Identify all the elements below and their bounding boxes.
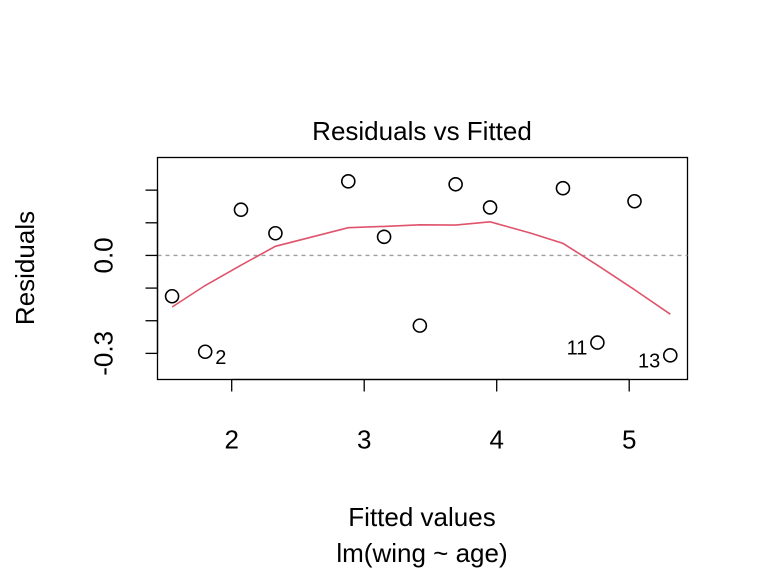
data-point-3 <box>233 202 249 218</box>
data-point-10 <box>555 180 571 196</box>
point-label-13: 13 <box>638 350 660 372</box>
y-axis-label: Residuals <box>10 211 40 325</box>
chart-title: Residuals vs Fitted <box>312 116 532 146</box>
x-tick-label-4: 4 <box>489 425 503 455</box>
data-point-9 <box>482 200 498 215</box>
y-tick-label-0: -0.3 <box>89 331 119 376</box>
points-layer <box>164 174 678 363</box>
x-tick-label-2: 2 <box>224 425 238 455</box>
plot-frame <box>156 156 689 381</box>
data-point-12 <box>627 193 642 209</box>
data-point-6 <box>376 229 392 245</box>
x-axis: 2 3 4 5 <box>224 378 636 455</box>
point-label-11: 11 <box>567 338 588 360</box>
data-point-4 <box>268 225 283 241</box>
data-point-8 <box>448 176 463 192</box>
point-labels-layer: 2 11 13 <box>215 338 660 373</box>
data-point-11 <box>590 335 605 350</box>
x-tick-label-5: 5 <box>622 425 636 455</box>
data-point-2 <box>197 344 213 360</box>
x-tick-label-3: 3 <box>357 425 371 455</box>
x-axis-subtitle: lm(wing ~ age) <box>336 538 507 568</box>
data-point-1 <box>164 288 180 304</box>
smoother-line <box>171 220 671 315</box>
x-axis-label: Fitted values <box>348 502 495 532</box>
y-axis: -0.3 0.0 <box>89 189 159 376</box>
data-point-7 <box>412 318 428 333</box>
data-point-5 <box>340 174 356 189</box>
point-label-2: 2 <box>215 347 226 369</box>
data-point-13 <box>662 348 678 363</box>
y-tick-label-3: 0.0 <box>89 237 119 273</box>
